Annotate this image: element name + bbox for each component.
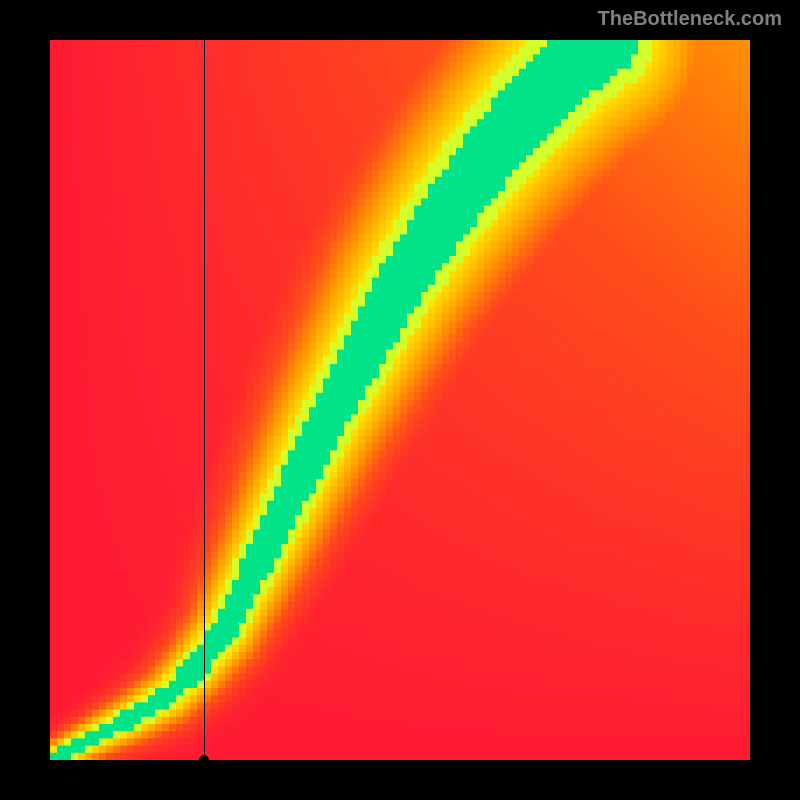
heatmap-canvas xyxy=(50,40,750,760)
crosshair-vertical xyxy=(204,40,205,760)
watermark-text: TheBottleneck.com xyxy=(598,8,782,31)
crosshair-marker xyxy=(199,755,209,765)
heatmap-container xyxy=(50,40,750,760)
